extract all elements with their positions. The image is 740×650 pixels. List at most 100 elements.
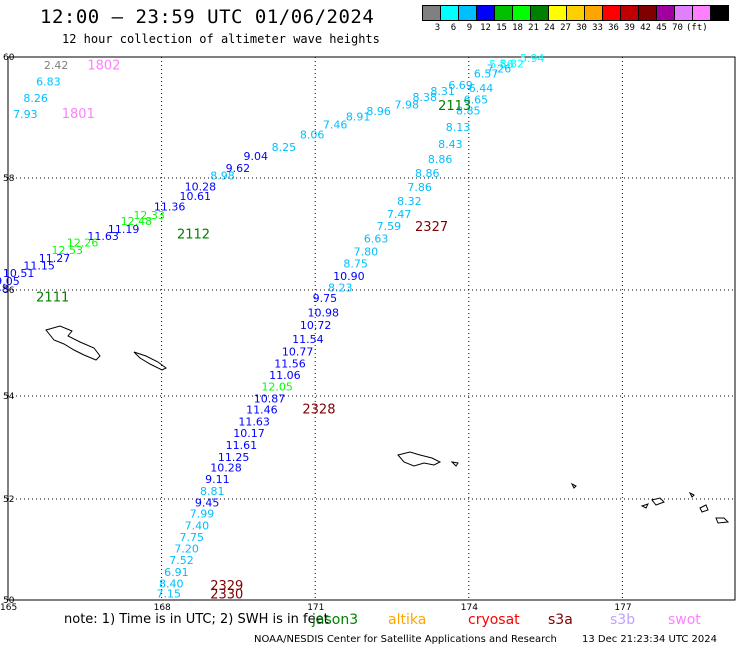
wave-height-value: 8.38	[412, 91, 437, 104]
pass-time-label: 1801	[62, 107, 95, 122]
wave-height-value: 7.80	[354, 245, 379, 258]
coastline	[651, 497, 665, 506]
legend-swatch	[710, 5, 729, 21]
coastline	[715, 517, 730, 524]
wave-height-value: 8.32	[397, 195, 422, 208]
legend-labels: 3 6 9 12 15 18 21 24 27 30 33 36 39 42 45 70 (ft)	[422, 23, 728, 33]
coastline	[133, 351, 167, 371]
wave-height-value: 10.28	[210, 462, 242, 475]
wave-height-value: 8.98	[210, 170, 235, 183]
wave-height-value: 8.23	[328, 282, 353, 295]
legend-label: 33	[592, 23, 603, 33]
wave-height-value: 10.72	[300, 319, 332, 332]
legend-label: 27	[560, 23, 571, 33]
map-title: 12:00 — 23:59 UTC 01/06/2024	[40, 6, 375, 28]
pass-time-label: 2330	[210, 587, 243, 602]
coastline	[45, 325, 101, 361]
wave-height-value: 8.25	[272, 141, 297, 154]
wave-height-value: 11.36	[154, 200, 186, 213]
wave-height-value: 7.47	[387, 208, 412, 221]
wave-height-value: 9.62	[226, 162, 251, 175]
latitude-label: 50	[3, 596, 15, 606]
wave-height-value: 11.46	[246, 404, 278, 417]
wave-height-value: 10.17	[233, 427, 265, 440]
satellite-name: swot	[668, 612, 701, 628]
wave-height-value: 5.86	[489, 58, 514, 71]
satellite-name: s3b	[610, 612, 636, 628]
wave-height-value: 10.87	[254, 393, 286, 406]
wave-height-value: 12.48	[121, 215, 153, 228]
wave-height-value: 10.28	[185, 180, 217, 193]
pass-time-label: 1802	[87, 59, 120, 74]
footer-note: note: 1) Time is in UTC; 2) SWH is in fe…	[64, 612, 329, 627]
wave-height-value: 9.04	[244, 150, 269, 163]
wave-height-value: 11.27	[39, 252, 71, 265]
wave-height-value: 11.63	[238, 415, 270, 428]
wave-height-value: 11.54	[292, 333, 324, 346]
wave-height-value: 8.81	[200, 485, 225, 498]
wave-height-value: 8.13	[446, 121, 471, 134]
latitude-label: 56	[3, 286, 15, 296]
legend-label: 3	[434, 23, 441, 33]
legend-label: 45	[656, 23, 667, 33]
satellite-name: cryosat	[468, 612, 520, 628]
wave-height-value: 8.85	[456, 104, 481, 117]
color-legend: 3 6 9 12 15 18 21 24 27 30 33 36 39 42 45 70 (ft)	[422, 5, 729, 33]
wave-height-value: 6.63	[364, 232, 389, 245]
wave-height-value: 11.19	[108, 223, 140, 236]
wave-height-value: 11.06	[269, 369, 301, 382]
wave-height-value: 10.61	[180, 190, 212, 203]
legend-label: 30	[576, 23, 587, 33]
pass-time-label: 2327	[415, 220, 448, 235]
latitude-label: 58	[3, 174, 15, 184]
wave-height-value: 11.56	[274, 357, 306, 370]
wave-height-value: 8.06	[300, 129, 325, 142]
legend-label: 21	[528, 23, 539, 33]
wave-height-value: 7.15	[156, 587, 181, 600]
wave-height-value: 7.75	[180, 531, 205, 544]
wave-height-value: 7.59	[377, 220, 402, 233]
wave-height-value: 7.93	[13, 108, 38, 121]
wave-height-value: 6.91	[164, 566, 189, 579]
generated-timestamp: 13 Dec 21:23:34 UTC 2024	[582, 634, 717, 645]
credit-line: NOAA/NESDIS Center for Satellite Applica…	[254, 634, 557, 645]
legend-label: 24	[544, 23, 555, 33]
legend-unit: (ft)	[686, 23, 708, 33]
wave-height-value: 8.43	[438, 138, 463, 151]
wave-height-value: 11.15	[23, 259, 55, 272]
wave-height-value: 8.86	[428, 153, 453, 166]
wave-height-value: 9.75	[313, 292, 338, 305]
wave-height-value: 6.65	[464, 94, 489, 107]
wave-height-value: 5.82	[500, 57, 525, 70]
pass-time-label: 2112	[177, 227, 210, 242]
latitude-label: 54	[3, 392, 15, 402]
longitude-label: 168	[154, 603, 171, 613]
wave-height-value: 6.44	[469, 82, 494, 95]
wave-height-value: 11.61	[226, 439, 258, 452]
legend-label: 39	[624, 23, 635, 33]
wave-height-value: 6.57	[474, 68, 499, 81]
legend-label: 18	[512, 23, 523, 33]
legend-label: 12	[480, 23, 491, 33]
wave-height-value: 5.94	[520, 52, 545, 65]
pass-time-label: 2111	[36, 291, 69, 306]
legend-label: 42	[640, 23, 651, 33]
wave-height-value: 8.75	[343, 258, 368, 271]
wave-height-value: 7.52	[169, 554, 194, 567]
wave-height-value: 7.98	[395, 98, 420, 111]
longitude-label: 174	[461, 603, 478, 613]
longitude-label: 171	[307, 603, 324, 613]
longitude-label: 165	[0, 603, 17, 613]
wave-height-value: 7.26	[487, 63, 512, 76]
wave-height-value: 9.11	[205, 473, 230, 486]
pass-time-label: 2329	[210, 579, 243, 594]
legend-label: 9	[466, 23, 473, 33]
wave-height-value: 9.05	[0, 275, 20, 288]
wave-height-value: 10.51	[3, 267, 35, 280]
coastline	[397, 451, 442, 467]
wave-height-value: 8.91	[346, 111, 371, 124]
wave-height-value: 2.42	[44, 59, 68, 72]
legend-swatches	[422, 5, 729, 21]
legend-label: 15	[496, 23, 507, 33]
